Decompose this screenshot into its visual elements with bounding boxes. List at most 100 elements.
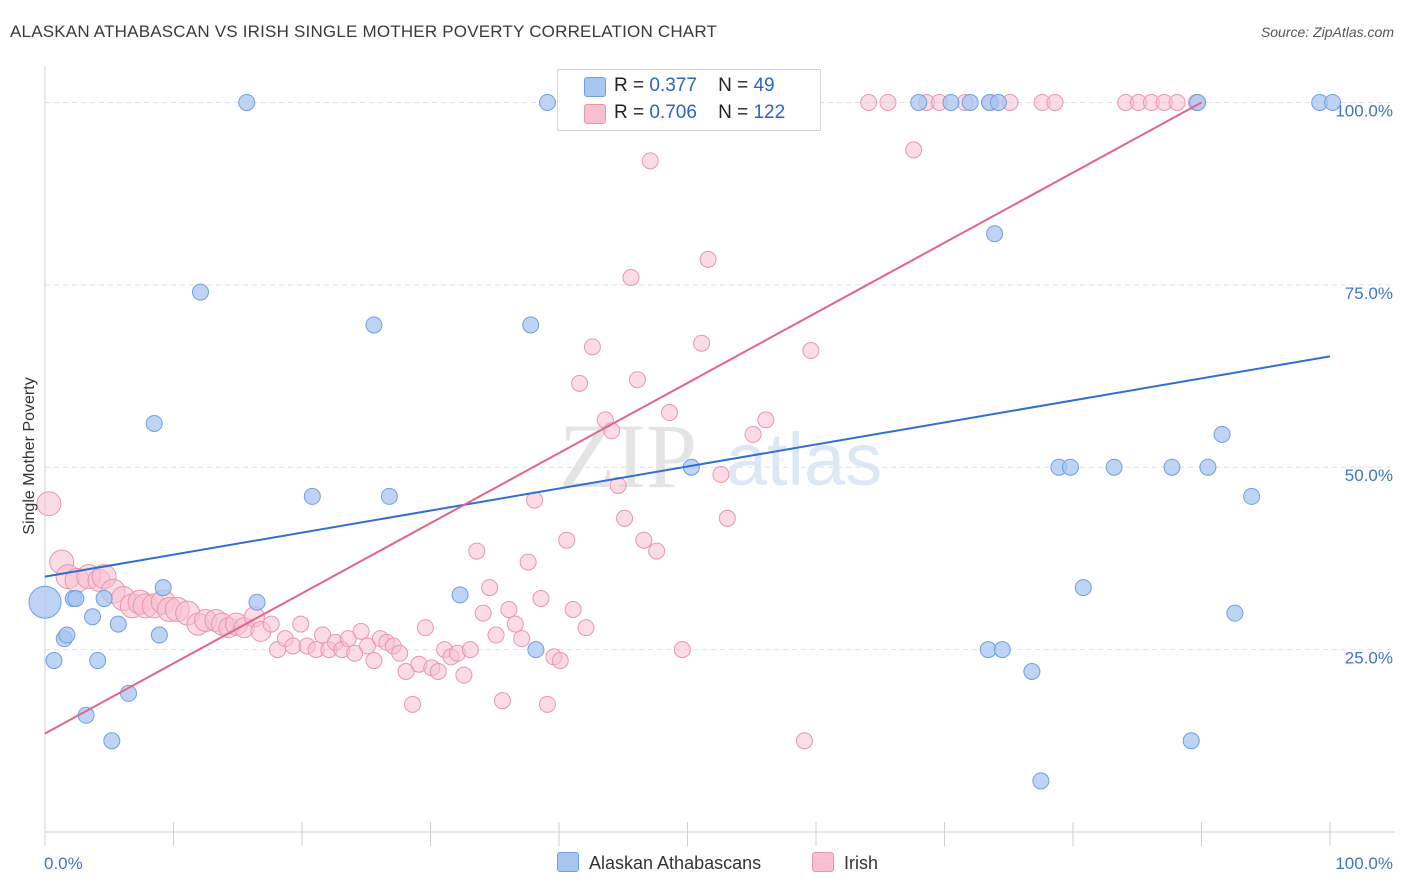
irish-point bbox=[860, 93, 878, 111]
athabascan-point bbox=[979, 641, 997, 659]
athabascan-point bbox=[910, 93, 928, 111]
irish-point bbox=[744, 425, 762, 443]
y-tick-label: 100.0% bbox=[1335, 101, 1393, 120]
athabascan-point bbox=[58, 626, 76, 644]
y-tick-label: 25.0% bbox=[1345, 649, 1393, 668]
irish-point bbox=[1046, 93, 1064, 111]
legend-swatch-blue bbox=[584, 77, 606, 97]
athabascan-point bbox=[1074, 579, 1092, 597]
athabascan-point bbox=[989, 93, 1007, 111]
athabascan-point bbox=[1032, 772, 1050, 790]
axes: 0.0% 100.0% bbox=[44, 66, 1395, 873]
trend-lines bbox=[44, 101, 1331, 735]
irish-point bbox=[879, 93, 897, 111]
irish-point bbox=[538, 695, 556, 713]
irish-point bbox=[571, 374, 589, 392]
athabascan-points bbox=[28, 93, 1342, 790]
x-tick-label-min: 0.0% bbox=[44, 854, 83, 873]
irish-point bbox=[699, 250, 717, 268]
irish-point bbox=[359, 637, 377, 655]
irish-point bbox=[397, 663, 415, 681]
irish-point bbox=[712, 466, 730, 484]
irish-point bbox=[468, 542, 486, 560]
athabascan-trend-line bbox=[44, 355, 1331, 578]
legend-label-athabascan: Alaskan Athabascans bbox=[589, 853, 762, 873]
n-value-athabascan: 49 bbox=[753, 75, 775, 96]
athabascan-point bbox=[961, 93, 979, 111]
watermark-zip: ZIP bbox=[559, 405, 697, 507]
athabascan-point bbox=[238, 93, 256, 111]
athabascan-point bbox=[1199, 458, 1217, 476]
irish-trend-line bbox=[44, 101, 1202, 735]
irish-point bbox=[673, 641, 691, 659]
athabascan-point bbox=[95, 590, 113, 608]
athabascan-point bbox=[145, 414, 163, 432]
r-label: R = bbox=[614, 75, 645, 96]
source-label: Source: ZipAtlas.com bbox=[1260, 24, 1394, 40]
athabascan-point bbox=[45, 652, 63, 670]
irish-point bbox=[577, 619, 595, 637]
n-label: N = bbox=[718, 75, 749, 96]
irish-point bbox=[564, 600, 582, 618]
irish-point bbox=[1168, 93, 1186, 111]
irish-point bbox=[628, 371, 646, 389]
athabascan-point bbox=[1226, 604, 1244, 622]
athabascan-point bbox=[1243, 487, 1261, 505]
r-value-irish: 0.706 bbox=[649, 102, 697, 123]
irish-point bbox=[455, 666, 473, 684]
irish-point bbox=[365, 652, 383, 670]
athabascan-point bbox=[1105, 458, 1123, 476]
irish-point bbox=[404, 695, 422, 713]
irish-point bbox=[500, 600, 518, 618]
irish-point bbox=[795, 732, 813, 750]
irish-points bbox=[36, 93, 1205, 750]
axis-labels: Single Mother Poverty bbox=[21, 377, 38, 534]
irish-point bbox=[391, 644, 409, 662]
irish-point bbox=[36, 491, 62, 517]
irish-point bbox=[648, 542, 666, 560]
irish-point bbox=[487, 626, 505, 644]
athabascan-point bbox=[103, 732, 121, 750]
athabascan-point bbox=[1324, 93, 1342, 111]
athabascan-point bbox=[77, 706, 95, 724]
athabascan-point bbox=[67, 590, 85, 608]
irish-point bbox=[757, 411, 775, 429]
legend-swatch-pink bbox=[584, 104, 606, 124]
irish-point bbox=[474, 604, 492, 622]
correlation-legend: R = 0.377 N = 49 R = 0.706 N = 122 bbox=[557, 69, 821, 131]
irish-point bbox=[346, 644, 364, 662]
irish-point bbox=[661, 404, 679, 422]
gridlines: 25.0% 50.0% 75.0% 100.0% bbox=[45, 101, 1395, 668]
irish-point bbox=[641, 152, 659, 170]
athabascan-point bbox=[191, 283, 209, 301]
athabascan-point bbox=[109, 615, 127, 633]
irish-point bbox=[429, 663, 447, 681]
irish-point bbox=[532, 590, 550, 608]
irish-point bbox=[635, 531, 653, 549]
bottom-legend-athabascan: Alaskan Athabascans bbox=[557, 852, 761, 874]
irish-point bbox=[718, 509, 736, 527]
x-tick-label-max: 100.0% bbox=[1335, 854, 1393, 873]
legend-swatch-blue bbox=[557, 852, 579, 872]
irish-point bbox=[519, 553, 537, 571]
athabascan-point bbox=[986, 225, 1004, 243]
athabascan-point bbox=[451, 586, 469, 604]
irish-point bbox=[416, 619, 434, 637]
chart-title: ALASKAN ATHABASCAN VS IRISH SINGLE MOTHE… bbox=[10, 22, 718, 41]
athabascan-point bbox=[380, 487, 398, 505]
bottom-legend-irish: Irish bbox=[812, 852, 878, 874]
athabascan-point bbox=[365, 316, 383, 334]
irish-point bbox=[352, 622, 370, 640]
irish-point bbox=[339, 630, 357, 648]
n-label: N = bbox=[718, 102, 749, 123]
athabascan-point bbox=[248, 593, 266, 611]
athabascan-point bbox=[538, 93, 556, 111]
athabascan-point bbox=[303, 487, 321, 505]
irish-point bbox=[284, 637, 302, 655]
athabascan-point bbox=[1182, 732, 1200, 750]
irish-point bbox=[513, 630, 531, 648]
irish-point bbox=[802, 342, 820, 360]
athabascan-point bbox=[1023, 663, 1041, 681]
athabascan-point bbox=[522, 316, 540, 334]
legend-swatch-pink bbox=[812, 852, 834, 872]
